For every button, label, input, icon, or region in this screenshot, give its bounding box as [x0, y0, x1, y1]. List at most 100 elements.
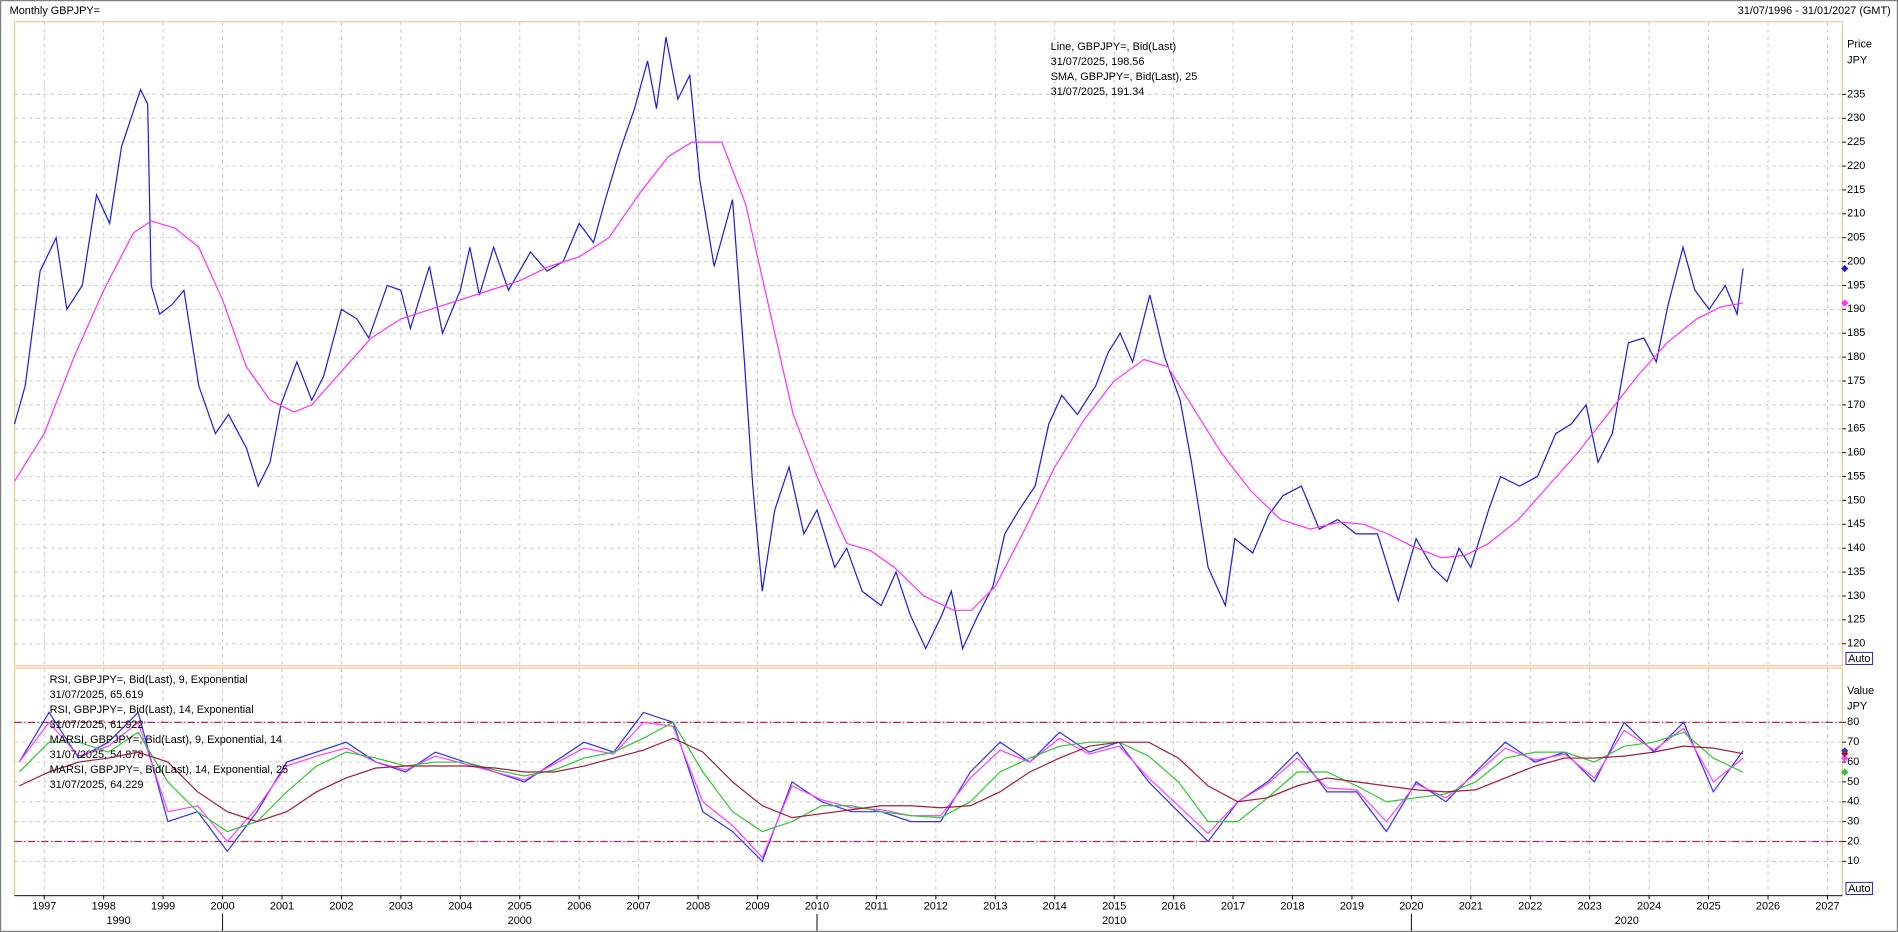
x-tick-label: 2021 [1459, 900, 1483, 912]
x-tick-label: 2017 [1221, 900, 1245, 912]
legend-entry: MARSI, GBPJPY=, Bid(Last), 9, Exponentia… [50, 734, 282, 746]
y-tick-label: 145 [1847, 518, 1865, 530]
last-value-marker [1841, 264, 1849, 273]
axis-title: Value [1847, 685, 1874, 697]
y-tick-label: 135 [1847, 566, 1865, 578]
series-line [18, 721, 1744, 833]
x-tick-label: 2022 [1518, 900, 1542, 912]
y-tick-label: 215 [1847, 184, 1865, 196]
y-tick-label: 235 [1847, 88, 1865, 100]
legend-entry: RSI, GBPJPY=, Bid(Last), 14, Exponential [50, 704, 254, 716]
legend-value: 31/07/2025, 198.56 [1051, 56, 1145, 68]
x-tick-label: 2002 [329, 900, 353, 912]
legend-value: 31/07/2025, 191.34 [1051, 86, 1145, 98]
y-tick-label: 120 [1847, 638, 1865, 650]
major-x-label: 1990 [106, 915, 130, 927]
major-x-label: 2000 [508, 915, 532, 927]
y-tick-label: 225 [1847, 136, 1865, 148]
y-tick-label: 70 [1847, 736, 1859, 748]
scale-button-label[interactable]: Auto [1848, 883, 1870, 895]
y-tick-label: 190 [1847, 303, 1865, 315]
x-tick-label: 2005 [508, 900, 532, 912]
y-tick-label: 230 [1847, 112, 1865, 124]
x-tick-label: 2019 [1340, 900, 1364, 912]
x-tick-label: 2000 [210, 900, 234, 912]
y-tick-label: 60 [1847, 756, 1859, 768]
legend-entry: SMA, GBPJPY=, Bid(Last), 25 [1051, 71, 1198, 83]
series-line [14, 141, 1744, 611]
y-tick-label: 180 [1847, 351, 1865, 363]
scale-button-label[interactable]: Auto [1848, 653, 1870, 665]
x-tick-label: 2016 [1162, 900, 1186, 912]
major-x-label: 2010 [1102, 915, 1126, 927]
x-tick-label: 2003 [389, 900, 413, 912]
x-tick-label: 2026 [1756, 900, 1780, 912]
y-tick-label: 150 [1847, 494, 1865, 506]
legend-entry: RSI, GBPJPY=, Bid(Last), 9, Exponential [50, 674, 248, 686]
legend-value: 31/07/2025, 61.922 [50, 719, 144, 731]
last-value-marker [1841, 768, 1849, 776]
y-tick-label: 20 [1847, 835, 1859, 847]
x-tick-label: 2018 [1280, 900, 1304, 912]
axis-unit: JPY [1847, 701, 1868, 713]
x-tick-label: 2020 [1399, 900, 1423, 912]
last-value-marker [1841, 754, 1849, 762]
x-tick-label: 1997 [32, 900, 56, 912]
legend-entry: MARSI, GBPJPY=, Bid(Last), 14, Exponenti… [50, 764, 288, 776]
y-tick-label: 205 [1847, 232, 1865, 244]
y-tick-label: 200 [1847, 255, 1865, 267]
y-tick-label: 10 [1847, 855, 1859, 867]
legend-value: 31/07/2025, 65.619 [50, 689, 144, 701]
last-value-marker [1841, 299, 1849, 307]
x-tick-label: 2001 [270, 900, 294, 912]
x-tick-label: 2010 [805, 900, 829, 912]
x-tick-label: 1999 [151, 900, 175, 912]
y-tick-label: 185 [1847, 327, 1865, 339]
series-line [19, 737, 1744, 823]
x-tick-label: 2013 [983, 900, 1007, 912]
x-tick-label: 2007 [627, 900, 651, 912]
x-tick-label: 2004 [448, 900, 472, 912]
legend-value: 31/07/2025, 54.878 [50, 749, 144, 761]
y-tick-label: 40 [1847, 796, 1859, 808]
y-tick-label: 155 [1847, 470, 1865, 482]
x-tick-label: 2027 [1815, 900, 1839, 912]
y-tick-label: 210 [1847, 208, 1865, 220]
date-range: 31/07/1996 - 31/01/2027 (GMT) [1738, 5, 1891, 17]
y-tick-label: 170 [1847, 399, 1865, 411]
x-tick-label: 2024 [1637, 900, 1661, 912]
x-tick-label: 2009 [745, 900, 769, 912]
x-tick-label: 2025 [1696, 900, 1720, 912]
y-tick-label: 140 [1847, 542, 1865, 554]
axis-title: Price [1847, 39, 1872, 51]
legend-value: 31/07/2025, 64.229 [50, 779, 144, 791]
x-tick-label: 2023 [1578, 900, 1602, 912]
scale-button[interactable] [1845, 651, 1874, 665]
plot-frame [13, 667, 1843, 897]
y-tick-label: 125 [1847, 614, 1865, 626]
chart-title: Monthly GBPJPY= [10, 5, 100, 17]
y-tick-label: 165 [1847, 423, 1865, 435]
x-tick-label: 2006 [567, 900, 591, 912]
series-line [13, 36, 1744, 651]
x-tick-label: 2008 [686, 900, 710, 912]
y-tick-label: 50 [1847, 776, 1859, 788]
legend-entry: Line, GBPJPY=, Bid(Last) [1051, 41, 1176, 53]
y-tick-label: 195 [1847, 279, 1865, 291]
x-tick-label: 1998 [92, 900, 116, 912]
axis-unit: JPY [1847, 54, 1868, 66]
x-tick-label: 2012 [924, 900, 948, 912]
y-tick-label: 130 [1847, 590, 1865, 602]
x-tick-label: 2011 [865, 900, 888, 912]
scale-button[interactable] [1845, 881, 1874, 895]
y-tick-label: 80 [1847, 716, 1859, 728]
y-tick-label: 175 [1847, 375, 1865, 387]
plot-frame [13, 21, 1843, 667]
y-tick-label: 220 [1847, 160, 1865, 172]
y-tick-label: 30 [1847, 815, 1859, 827]
y-tick-label: 160 [1847, 447, 1865, 459]
x-tick-label: 2015 [1102, 900, 1126, 912]
major-x-label: 2020 [1615, 915, 1639, 927]
